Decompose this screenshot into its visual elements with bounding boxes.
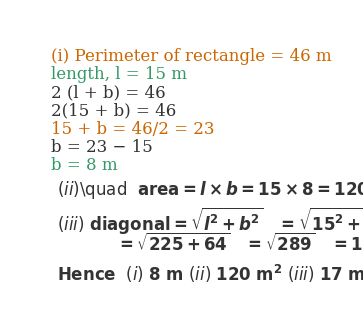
Text: $\mathbf{= \sqrt{225 + 64} \quad = \sqrt{289} \quad = 17\ m}$: $\mathbf{= \sqrt{225 + 64} \quad = \sqrt… [116, 233, 363, 255]
Text: (i) Perimeter of rectangle = 46 m: (i) Perimeter of rectangle = 46 m [51, 48, 332, 65]
Text: 2 (l + b) = 46: 2 (l + b) = 46 [51, 84, 166, 101]
Text: b = 8 m: b = 8 m [51, 157, 118, 174]
Text: $(iii)$ $\mathbf{diagonal = \sqrt{\boldsymbol{l}^2 + \boldsymbol{b}^2} \quad = \: $(iii)$ $\mathbf{diagonal = \sqrt{\bolds… [57, 204, 363, 236]
Text: $\mathbf{Hence\ }$ $(i)$ $\mathbf{8\ m}$ $(ii)$ $\mathbf{120\ m^2}$ $(iii)$ $\ma: $\mathbf{Hence\ }$ $(i)$ $\mathbf{8\ m}$… [57, 263, 363, 285]
Text: length, l = 15 m: length, l = 15 m [51, 66, 187, 83]
Text: 2(15 + b) = 46: 2(15 + b) = 46 [51, 102, 176, 119]
Text: b = 23 − 15: b = 23 − 15 [51, 139, 153, 156]
Text: 15 + b = 46/2 = 23: 15 + b = 46/2 = 23 [51, 121, 215, 138]
Text: $(ii)$\quad  $\mathbf{area = \boldsymbol{l} \times \boldsymbol{b} = 15 \times 8 : $(ii)$\quad $\mathbf{area = \boldsymbol{… [57, 178, 363, 202]
